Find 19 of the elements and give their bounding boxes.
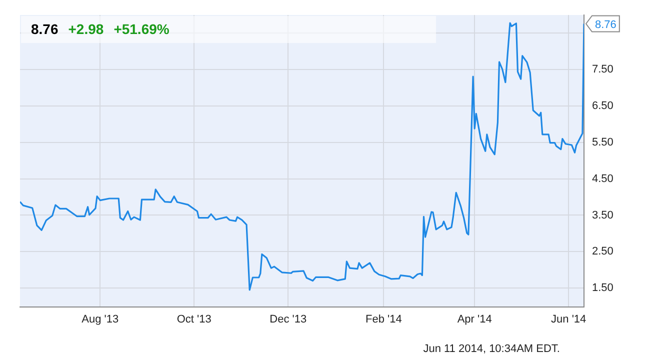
x-tick-label: Aug '13	[82, 314, 119, 326]
y-tick-label: 2.50	[592, 246, 614, 258]
y-tick-label: 6.50	[592, 100, 614, 112]
y-tick-label: 5.50	[592, 136, 614, 148]
y-tick-label: 4.50	[592, 172, 614, 185]
x-tick-label: Apr '14	[457, 314, 492, 326]
y-tick-label: 1.50	[592, 282, 614, 294]
x-tick-label: Feb '14	[365, 314, 402, 326]
annotation: 8.76	[31, 21, 58, 37]
y-tick-label: 7.50	[592, 64, 614, 76]
x-tick-label: Dec '13	[270, 314, 307, 326]
annotation: +51.69%	[114, 21, 170, 37]
text: Jun 11 2014, 10:34AM EDT.	[423, 343, 560, 356]
y-tick-label: 3.50	[592, 209, 614, 222]
x-tick-label: Oct '13	[176, 314, 212, 326]
annotation: +2.98	[68, 21, 104, 37]
annotation: 8.76	[595, 18, 616, 31]
x-tick-label: Jun '14	[551, 314, 586, 326]
header-panel: 8.76 +2.98 +51.69%	[21, 16, 436, 43]
